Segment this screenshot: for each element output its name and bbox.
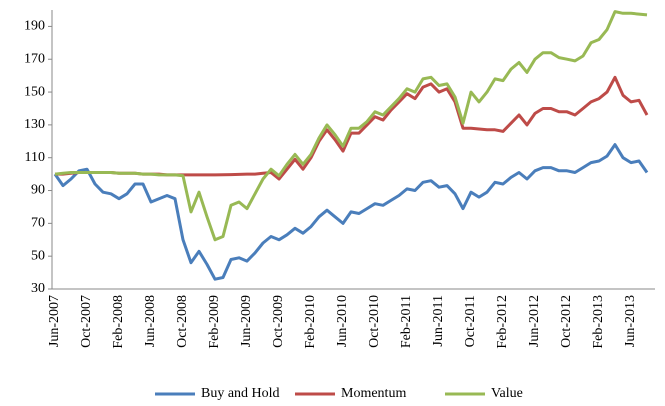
x-tick-label: Jun-2007 [47, 295, 62, 347]
x-tick-label: Jun-2013 [623, 295, 638, 347]
x-tick-label: Jun-2010 [335, 295, 350, 347]
x-tick-label: Jun-2011 [431, 295, 446, 347]
x-tick-label: Oct-2008 [175, 295, 190, 348]
x-tick-label: Feb-2013 [591, 295, 606, 349]
series-line [54, 10, 648, 242]
x-tick-label: Oct-2011 [463, 295, 478, 347]
y-tick-label: 130 [24, 117, 45, 132]
x-tick-label: Jun-2008 [143, 295, 158, 347]
x-tick-label: Jun-2012 [527, 295, 542, 347]
x-tick-label: Feb-2012 [495, 295, 510, 349]
x-tick-label: Feb-2008 [111, 295, 126, 349]
x-tick-label: Oct-2007 [79, 295, 94, 348]
y-tick-label: 70 [31, 216, 45, 231]
x-tick-label: Jun-2009 [239, 295, 254, 347]
x-tick-label: Feb-2009 [207, 295, 222, 349]
y-tick-label: 170 [24, 51, 45, 66]
y-tick-label: 30 [31, 281, 45, 296]
x-tick-label: Feb-2011 [399, 295, 414, 348]
x-tick-label: Oct-2012 [559, 295, 574, 348]
y-tick-label: 150 [24, 84, 45, 99]
y-tick-label: 110 [25, 150, 45, 165]
y-tick-label: 90 [31, 183, 45, 198]
legend-label: Momentum [341, 386, 406, 401]
series-line [53, 143, 649, 281]
y-tick-label: 50 [31, 248, 45, 263]
x-tick-label: Oct-2009 [271, 295, 286, 348]
x-tick-label: Oct-2010 [367, 295, 382, 348]
legend-label: Value [491, 386, 523, 401]
x-tick-label: Feb-2010 [303, 295, 318, 349]
legend-label: Buy and Hold [201, 386, 280, 401]
y-tick-label: 190 [24, 19, 45, 34]
